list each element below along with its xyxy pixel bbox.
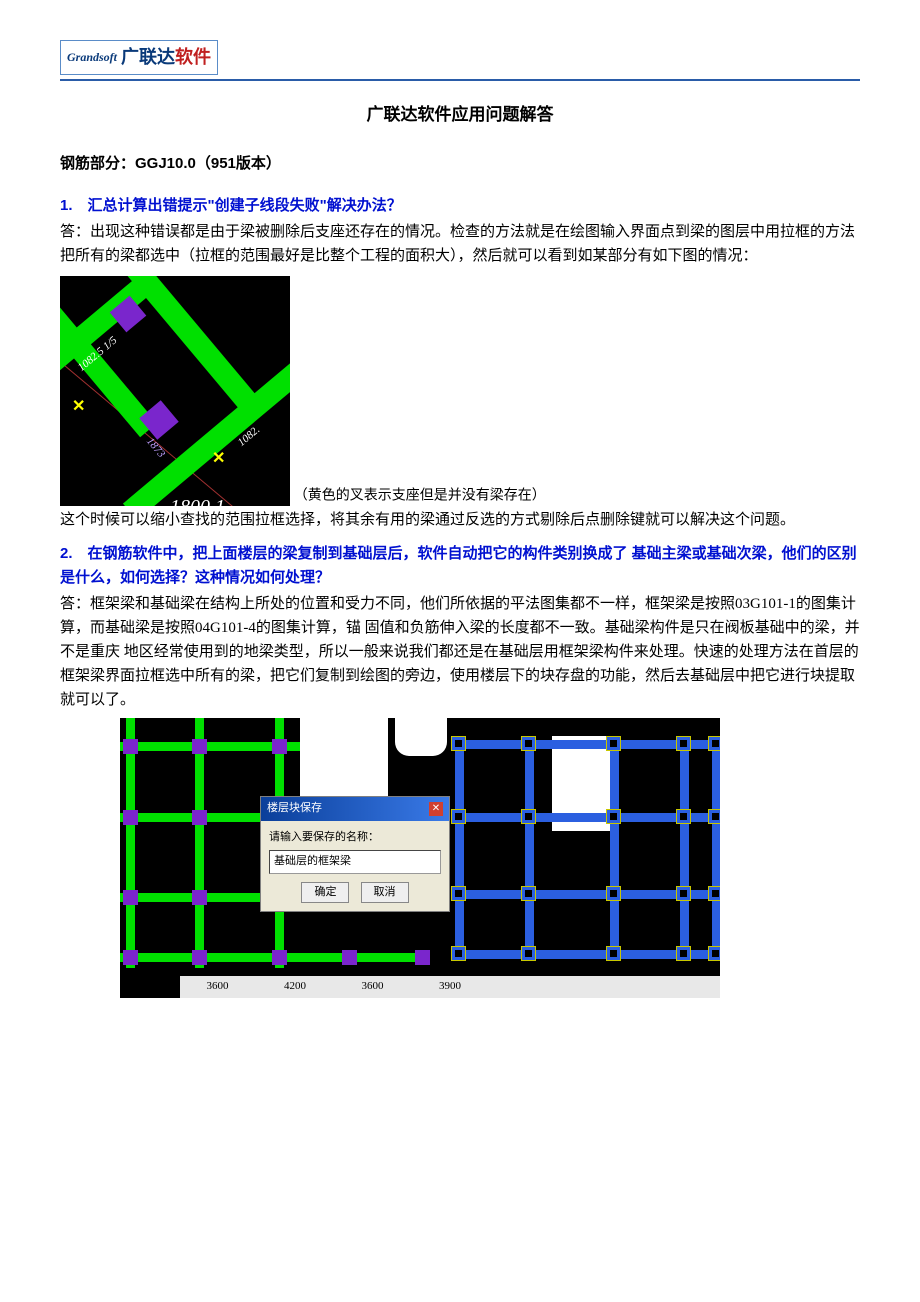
f2-pn [123,950,138,965]
f2-white-2 [395,718,447,756]
ruler-val-1: 4200 [255,978,335,996]
f2-bn [709,947,720,960]
brand-logo: Grandsoft 广联达软件 [60,40,218,75]
fig1-cross-1: ✕ [72,394,85,420]
f2-bn [677,947,690,960]
f2-pn [123,739,138,754]
f2-bn [522,737,535,750]
dialog-close-icon[interactable]: ✕ [429,802,443,816]
dialog-body: 请输入要保存的名称： 基础层的框架梁 确定 取消 [261,821,449,912]
fig1-dim-b: 1873 [141,434,169,462]
f2-bn [607,810,620,823]
f2-pn [192,739,207,754]
f2-bn [522,887,535,900]
f2-bv [610,738,619,958]
f2-bn [677,737,690,750]
ruler-val-0: 3600 [180,978,255,996]
f2-pn [123,810,138,825]
f2-bn [709,810,720,823]
dialog-cancel-button[interactable]: 取消 [361,882,409,904]
f2-bn [677,887,690,900]
f2-bn [607,887,620,900]
f2-pn [123,890,138,905]
question-1-answer-pre: 答：出现这种错误都是由于梁被删除后支座还存在的情况。检查的方法就是在绘图输入界面… [60,220,860,268]
f2-bn [452,947,465,960]
page-header: Grandsoft 广联达软件 [60,40,860,81]
f2-bn [452,737,465,750]
figure-1-caption: （黄色的叉表示支座但是并没有梁存在） [294,489,546,504]
dialog-name-input[interactable]: 基础层的框架梁 [269,850,441,874]
section-label: 钢筋部分：GGJ10.0（951版本） [60,152,860,176]
brand-text: 广联达软件 [121,43,211,72]
f2-bn [452,810,465,823]
question-2-block: 2. 在钢筋软件中，把上面楼层的梁复制到基础层后，软件自动把它的构件类别换成了 … [60,542,860,998]
f2-bn [522,810,535,823]
question-1-block: 1. 汇总计算出错提示"创建子线段失败"解决办法？ 答：出现这种错误都是由于梁被… [60,194,860,532]
f2-pn [192,810,207,825]
question-1-answer-post: 这个时候可以缩小查找的范围拉框选择，将其余有用的梁通过反选的方式剔除后点删除键就… [60,508,860,532]
dialog-titlebar: 楼层块保存 ✕ [261,797,449,821]
f2-pn [272,739,287,754]
dialog-ok-button[interactable]: 确定 [301,882,349,904]
ruler-val-2: 3600 [335,978,410,996]
f2-bn [452,887,465,900]
figure-2-cad-diagram: 楼层块保存 ✕ 请输入要保存的名称： 基础层的框架梁 确定 取消 3600 42… [120,718,720,998]
document-title: 广联达软件应用问题解答 [60,101,860,128]
save-dialog: 楼层块保存 ✕ 请输入要保存的名称： 基础层的框架梁 确定 取消 [260,796,450,912]
figure-1-row: ✕ ✕ 1082.5 1/5 1873 1082. 1800 1 （黄色的叉表示… [60,272,860,508]
f2-pn [192,890,207,905]
dialog-title-text: 楼层块保存 [267,800,322,818]
figure-1-cad-diagram: ✕ ✕ 1082.5 1/5 1873 1082. 1800 1 [60,276,290,506]
f2-pn [342,950,357,965]
question-1-title: 1. 汇总计算出错提示"创建子线段失败"解决办法？ [60,194,860,218]
f2-bv [680,738,689,958]
question-2-title: 2. 在钢筋软件中，把上面楼层的梁复制到基础层后，软件自动把它的构件类别换成了 … [60,542,860,590]
f2-bn [709,737,720,750]
f2-bn [607,737,620,750]
f2-bv [525,738,534,958]
dialog-prompt: 请输入要保存的名称： [269,829,441,847]
f2-bv [712,738,720,958]
f2-bn [522,947,535,960]
f2-bn [677,810,690,823]
dialog-buttons: 确定 取消 [269,882,441,904]
f2-gv-1 [126,718,135,968]
f2-pn [415,950,430,965]
brand-cn-2: 软件 [175,47,211,67]
f2-pn [192,950,207,965]
f2-bn [607,947,620,960]
question-2-answer: 答：框架梁和基础梁在结构上所处的位置和受力不同，他们所依据的平法图集都不一样，框… [60,592,860,712]
fig1-cross-2: ✕ [212,446,225,472]
f2-pn [272,950,287,965]
ruler-val-3: 3900 [410,978,490,996]
figure-2-ruler: 3600 4200 3600 3900 [180,976,720,998]
fig1-dim-d: 1800 1 [170,491,225,506]
brand-cn-1: 广联达 [121,47,175,67]
f2-gv-2 [195,718,204,968]
f2-bv [455,738,464,958]
brand-mark: Grandsoft [67,48,117,67]
f2-bn [709,887,720,900]
